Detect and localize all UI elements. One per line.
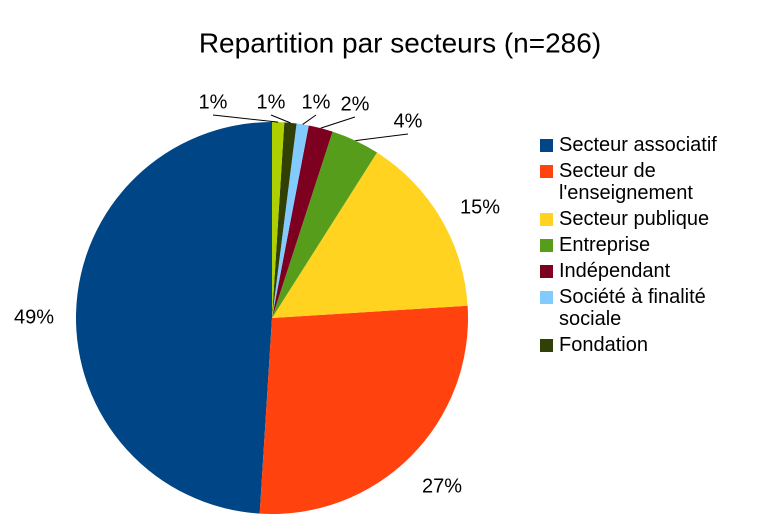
legend-item: Fondation	[540, 334, 769, 356]
legend-item: Société à finalité sociale	[540, 286, 769, 330]
legend: Secteur associatif Secteur de l'enseignem…	[540, 134, 769, 360]
legend-swatch	[540, 165, 553, 178]
legend-label: Fondation	[559, 334, 648, 356]
leader-line	[320, 116, 356, 129]
leader-line	[355, 133, 409, 142]
leader-line	[302, 114, 317, 125]
legend-label: Secteur publique	[559, 208, 710, 230]
data-label: 27%	[422, 475, 462, 497]
pie-slice	[272, 152, 468, 318]
pie-slice	[272, 122, 297, 318]
data-label: 15%	[460, 196, 500, 218]
legend-label: Secteur de l'enseignement	[559, 160, 693, 204]
legend-item: Secteur publique	[540, 208, 769, 230]
legend-label: Secteur associatif	[559, 134, 717, 156]
data-label: 2%	[341, 93, 370, 115]
legend-swatch	[540, 213, 553, 226]
data-label: 1%	[257, 91, 286, 113]
legend-item: Indépendant	[540, 260, 769, 282]
legend-swatch	[540, 265, 553, 278]
legend-label: Entreprise	[559, 234, 651, 256]
pie-slice	[272, 122, 285, 318]
data-label: 1%	[302, 91, 331, 113]
pie-slice	[259, 305, 468, 514]
legend-swatch	[540, 239, 553, 252]
data-label: 49%	[14, 306, 54, 328]
pie-slice	[272, 125, 333, 318]
legend-swatch	[540, 339, 553, 352]
legend-label: Indépendant	[559, 260, 671, 282]
data-label: 4%	[394, 110, 423, 132]
leader-line	[270, 114, 291, 124]
data-label: 1%	[199, 91, 228, 113]
legend-swatch	[540, 291, 553, 304]
pie-slice	[272, 123, 309, 318]
pie-slice	[76, 122, 272, 514]
legend-swatch	[540, 139, 553, 152]
legend-label: Société à finalité sociale	[559, 286, 706, 330]
chart-title: Repartition par secteurs (n=286)	[199, 27, 601, 58]
legend-item: Entreprise	[540, 234, 769, 256]
legend-item: Secteur associatif	[540, 134, 769, 156]
legend-item: Secteur de l'enseignement	[540, 160, 769, 204]
pie-slice	[272, 131, 378, 318]
leader-line	[212, 114, 279, 123]
